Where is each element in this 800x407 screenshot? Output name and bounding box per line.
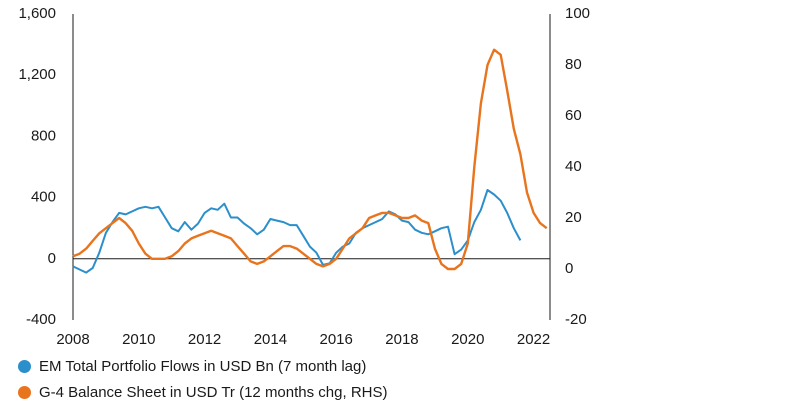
legend-label-em-portfolio-flows: EM Total Portfolio Flows in USD Bn (7 mo… — [39, 357, 367, 375]
series-line-g4-balance-sheet — [72, 48, 548, 271]
x-axis-tick-label: 2020 — [451, 331, 484, 348]
x-axis-tick-labels: 2008 2010 2012 2014 2016 2018 2020 2022 — [56, 331, 550, 348]
legend-label-g4-balance-sheet: G-4 Balance Sheet in USD Tr (12 months c… — [39, 383, 388, 401]
legend: EM Total Portfolio Flows in USD Bn (7 mo… — [18, 355, 387, 407]
left-axis-tick-label: 800 — [31, 127, 56, 144]
right-axis-tick-label: 40 — [565, 158, 582, 175]
left-axis-tick-label: 1,600 — [18, 5, 56, 22]
left-axis-tick-label: -400 — [26, 311, 56, 328]
x-axis-tick-label: 2016 — [319, 331, 352, 348]
x-axis-tick-label: 2014 — [254, 331, 287, 348]
right-axis-tick-label: 60 — [565, 107, 582, 124]
left-axis-tick-label: 0 — [48, 250, 56, 267]
right-axis-tick-label: 100 — [565, 5, 590, 22]
right-axis-tick-label: 80 — [565, 56, 582, 73]
left-axis-tick-labels: -400 0 400 800 1,200 1,600 — [18, 5, 56, 328]
x-axis-tick-label: 2022 — [517, 331, 550, 348]
legend-swatch-g4-balance-sheet — [18, 385, 31, 399]
x-axis-tick-label: 2010 — [122, 331, 155, 348]
series-line-em-portfolio-flows — [72, 189, 522, 274]
right-axis-tick-label: 0 — [565, 260, 573, 277]
x-axis-tick-label: 2018 — [385, 331, 418, 348]
right-axis-tick-labels: -20 0 20 40 60 80 100 — [565, 5, 590, 328]
legend-item-g4-balance-sheet: G-4 Balance Sheet in USD Tr (12 months c… — [18, 381, 387, 403]
legend-item-em-portfolio-flows: EM Total Portfolio Flows in USD Bn (7 mo… — [18, 355, 387, 377]
right-axis-tick-label: 20 — [565, 209, 582, 226]
x-axis-tick-label: 2012 — [188, 331, 221, 348]
x-axis-tick-label: 2008 — [56, 331, 89, 348]
left-axis-tick-label: 1,200 — [18, 66, 56, 83]
right-axis-tick-label: -20 — [565, 311, 587, 328]
legend-swatch-em-portfolio-flows — [18, 359, 31, 373]
left-axis-tick-label: 400 — [31, 189, 56, 206]
